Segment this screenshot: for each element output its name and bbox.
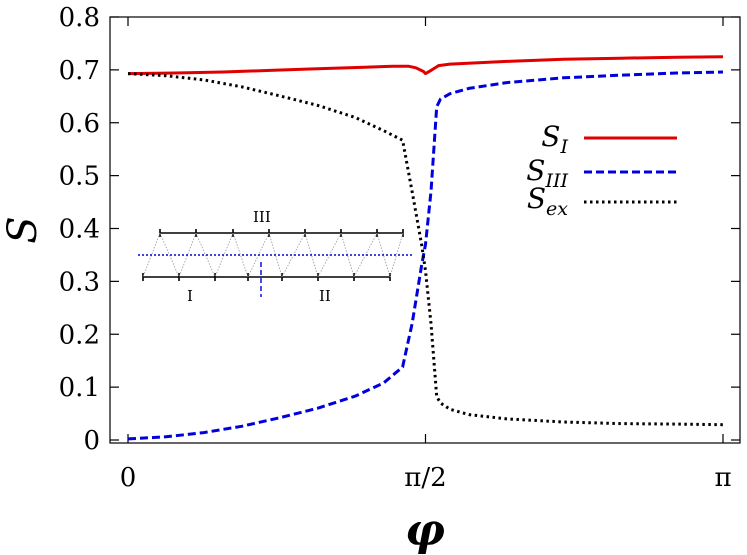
inset-schematic: III I II bbox=[138, 208, 414, 305]
inset-link-a-0 bbox=[142, 232, 161, 278]
y-tick-label-7: 0.7 bbox=[59, 56, 100, 86]
inset-link-a-1 bbox=[178, 232, 197, 278]
x-tick-label-1: π/2 bbox=[404, 463, 446, 493]
series-line-0 bbox=[127, 55, 724, 76]
series-line-1 bbox=[127, 70, 724, 441]
x-axis-title: φ bbox=[405, 505, 445, 555]
y-tick-label-0: 0 bbox=[83, 426, 100, 456]
series-line-2 bbox=[127, 72, 724, 427]
y-tick-label-2: 0.2 bbox=[59, 320, 100, 350]
inset-chain-bottom bbox=[142, 273, 391, 281]
legend-label-s-ex: Sex bbox=[527, 182, 568, 220]
inset-link-a-4 bbox=[281, 232, 306, 278]
y-tick-label-3: 0.3 bbox=[59, 267, 100, 297]
series-lines bbox=[127, 55, 724, 441]
inset-link-a-2 bbox=[214, 232, 234, 278]
legend-label-s-iii: SIII bbox=[526, 154, 568, 192]
legend-label-s-i: SI bbox=[541, 120, 568, 158]
inset-label-II: II bbox=[319, 287, 331, 305]
plot-frame bbox=[109, 16, 741, 444]
y-tick-label-8: 0.8 bbox=[59, 3, 100, 33]
y-tick-label-5: 0.5 bbox=[59, 162, 100, 192]
inset-link-b-0 bbox=[159, 232, 180, 278]
legend: SI SIII Sex bbox=[526, 120, 677, 220]
y-tick-label-1: 0.1 bbox=[59, 373, 100, 403]
y-tick-label-4: 0.4 bbox=[59, 215, 100, 245]
inset-link-b-1 bbox=[195, 232, 216, 278]
x-tick-label-2: π bbox=[714, 463, 731, 493]
inset-chain-top bbox=[159, 229, 404, 237]
axis-ticks: 0 0.1 0.2 0.3 0.4 0.5 0.6 0.7 0.8 0 π/2 π bbox=[59, 3, 740, 493]
inset-label-III: III bbox=[253, 208, 271, 226]
y-tick-label-6: 0.6 bbox=[59, 109, 100, 139]
inset-label-I: I bbox=[187, 287, 193, 305]
y-axis-title: S bbox=[0, 216, 46, 243]
inset-link-a-6 bbox=[353, 232, 378, 278]
x-tick-label-0: 0 bbox=[120, 463, 137, 493]
inset-link-a-5 bbox=[317, 232, 342, 278]
